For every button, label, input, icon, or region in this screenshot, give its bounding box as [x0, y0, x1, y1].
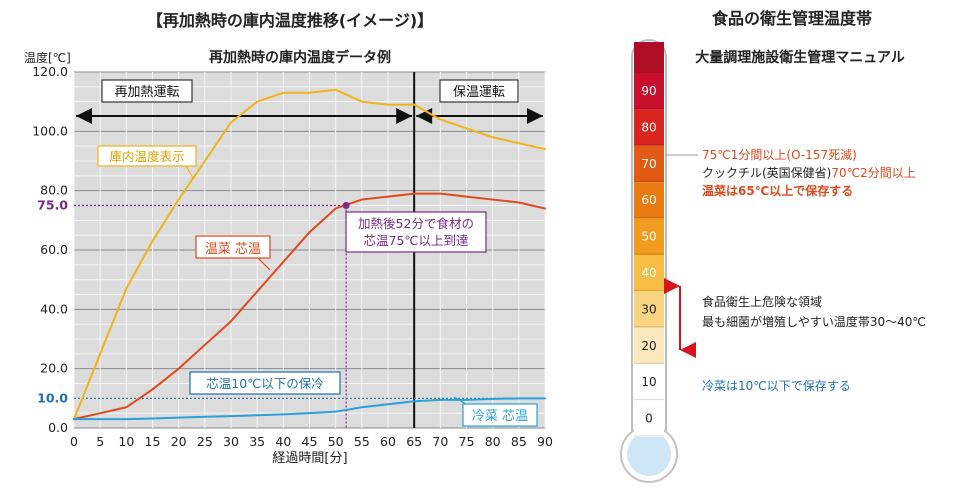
right-panel-subheading: 大量調理施設衛生管理マニュアル — [695, 49, 905, 66]
x-ticks: 0 5 10 15 20 25 30 35 40 45 50 55 60 65 70 75 80 85 90 — [70, 434, 553, 449]
hot-label: 温菜 芯温 — [205, 242, 261, 257]
thermometer-bulb-inner — [627, 432, 671, 476]
x-tick-label: 90 — [537, 434, 553, 449]
series-line — [73, 192, 546, 421]
x-tick-label: 20 — [171, 434, 187, 449]
hot-label-box — [195, 235, 271, 259]
thermometer-tick-label: 70 — [641, 157, 656, 171]
y-tick-label: 100.0 — [32, 123, 68, 138]
y-tick-label: 40.0 — [40, 301, 68, 316]
cold-label: 冷菜 芯温 — [472, 409, 528, 424]
thermometer-tick-label: 50 — [641, 230, 656, 244]
thermometer-band — [634, 255, 664, 292]
thermometer-band — [634, 109, 664, 146]
thermometer-band — [634, 400, 664, 437]
x-tick-label: 30 — [223, 434, 239, 449]
thermometer-scale: 90 80 70 60 50 40 30 20 10 0 — [634, 42, 664, 437]
note2-prefix: クックチル(英国保健省) — [702, 166, 831, 180]
x-tick-label: 80 — [485, 434, 501, 449]
thermometer-band — [634, 182, 664, 219]
left-panel-heading: 【再加熱時の庫内温度推移(イメージ)】 — [147, 11, 433, 30]
hold-label-box — [189, 371, 341, 395]
cold-label-box — [462, 403, 538, 427]
x-tick-label: 70 — [432, 434, 448, 449]
warm-phase-label: 保温運転 — [453, 85, 505, 100]
reach-75-marker — [342, 202, 350, 209]
x-tick-label: 15 — [145, 434, 161, 449]
series-line — [73, 88, 546, 421]
note1: 75℃1分間以上(O-157死滅) — [702, 148, 857, 162]
reference-labels: 75.0 10.0 — [37, 198, 68, 406]
thermometer-tick-label: 40 — [641, 266, 656, 280]
right-panel-heading: 食品の衛生管理温度帯 — [711, 9, 872, 28]
reach-label-line2: 芯温75℃以上到達 — [364, 233, 469, 248]
reference-label: 75.0 — [37, 198, 68, 213]
y-ticks: 0.0 20.0 40.0 60.0 80.0 100.0 120.0 — [32, 64, 68, 435]
x-tick-label: 75 — [459, 434, 475, 449]
series-line — [73, 397, 546, 421]
thermometer-band — [634, 145, 664, 183]
cold-label-leader — [453, 396, 467, 405]
reach-label-box — [345, 211, 487, 253]
y-tick-label: 0.0 — [48, 420, 68, 435]
thermometer-tick-label: 20 — [641, 339, 656, 353]
x-tick-label: 5 — [96, 434, 104, 449]
note2-highlight: 70℃2分間以上 — [831, 166, 915, 180]
hold-label: 芯温10℃以下の保冷 — [206, 376, 323, 391]
cold-note: 冷菜は10℃以下で保存する — [702, 379, 851, 393]
reheat-phase-label: 再加熱運転 — [114, 85, 179, 100]
x-tick-label: 25 — [197, 434, 213, 449]
oven-label: 庫内温度表示 — [109, 149, 184, 164]
chart-title: 再加熱時の庫内温度データ例 — [209, 49, 391, 66]
thermometer-tick-label: 0 — [645, 412, 653, 426]
x-tick-label: 45 — [302, 434, 318, 449]
x-tick-label: 60 — [380, 434, 396, 449]
y-tick-label: 20.0 — [40, 361, 68, 376]
danger-line1: 食品衛生上危険な領域 — [702, 294, 822, 309]
oven-label-box — [97, 145, 197, 167]
thermometer-band — [634, 364, 664, 401]
reheat-phase-box — [101, 79, 193, 103]
y-tick-label: 120.0 — [32, 64, 68, 79]
thermometer-top-band — [634, 42, 664, 73]
danger-line2: 最も細菌が増殖しやすい温度帯30〜40℃ — [702, 314, 926, 329]
thermometer-band — [634, 218, 664, 255]
note2: クックチル(英国保健省)70℃2分間以上 — [702, 166, 916, 180]
y-tick-label: 80.0 — [40, 183, 68, 198]
thermometer-tick-label: 30 — [641, 302, 656, 316]
y-axis-label: 温度[℃] — [24, 50, 71, 65]
oven-label-leader — [185, 165, 194, 179]
thermometer-tick-label: 90 — [641, 84, 656, 98]
x-tick-label: 50 — [328, 434, 344, 449]
x-tick-label: 0 — [70, 434, 78, 449]
thermometer-tick-label: 10 — [641, 375, 656, 389]
reference-label: 10.0 — [37, 390, 68, 405]
thermometer-tick-label: 60 — [641, 193, 656, 207]
thermometer-band — [634, 327, 664, 365]
grid — [73, 71, 546, 429]
x-axis-label: 経過時間[分] — [272, 451, 347, 466]
x-tick-label: 65 — [406, 434, 422, 449]
x-tick-label: 40 — [275, 434, 291, 449]
thermometer-tick-label: 80 — [641, 120, 656, 134]
x-tick-label: 55 — [354, 434, 370, 449]
series — [73, 88, 546, 421]
thermometer-band — [634, 291, 664, 328]
reach-label-line1: 加熱後52分で食材の — [358, 216, 474, 231]
warm-phase-box — [439, 79, 519, 103]
note3: 温菜は65℃以上で保存する — [702, 183, 853, 198]
x-tick-label: 85 — [511, 434, 527, 449]
thermometer-band — [634, 73, 664, 110]
x-tick-label: 35 — [249, 434, 265, 449]
hot-label-leader — [257, 257, 271, 271]
y-tick-label: 60.0 — [40, 242, 68, 257]
x-tick-label: 10 — [118, 434, 134, 449]
